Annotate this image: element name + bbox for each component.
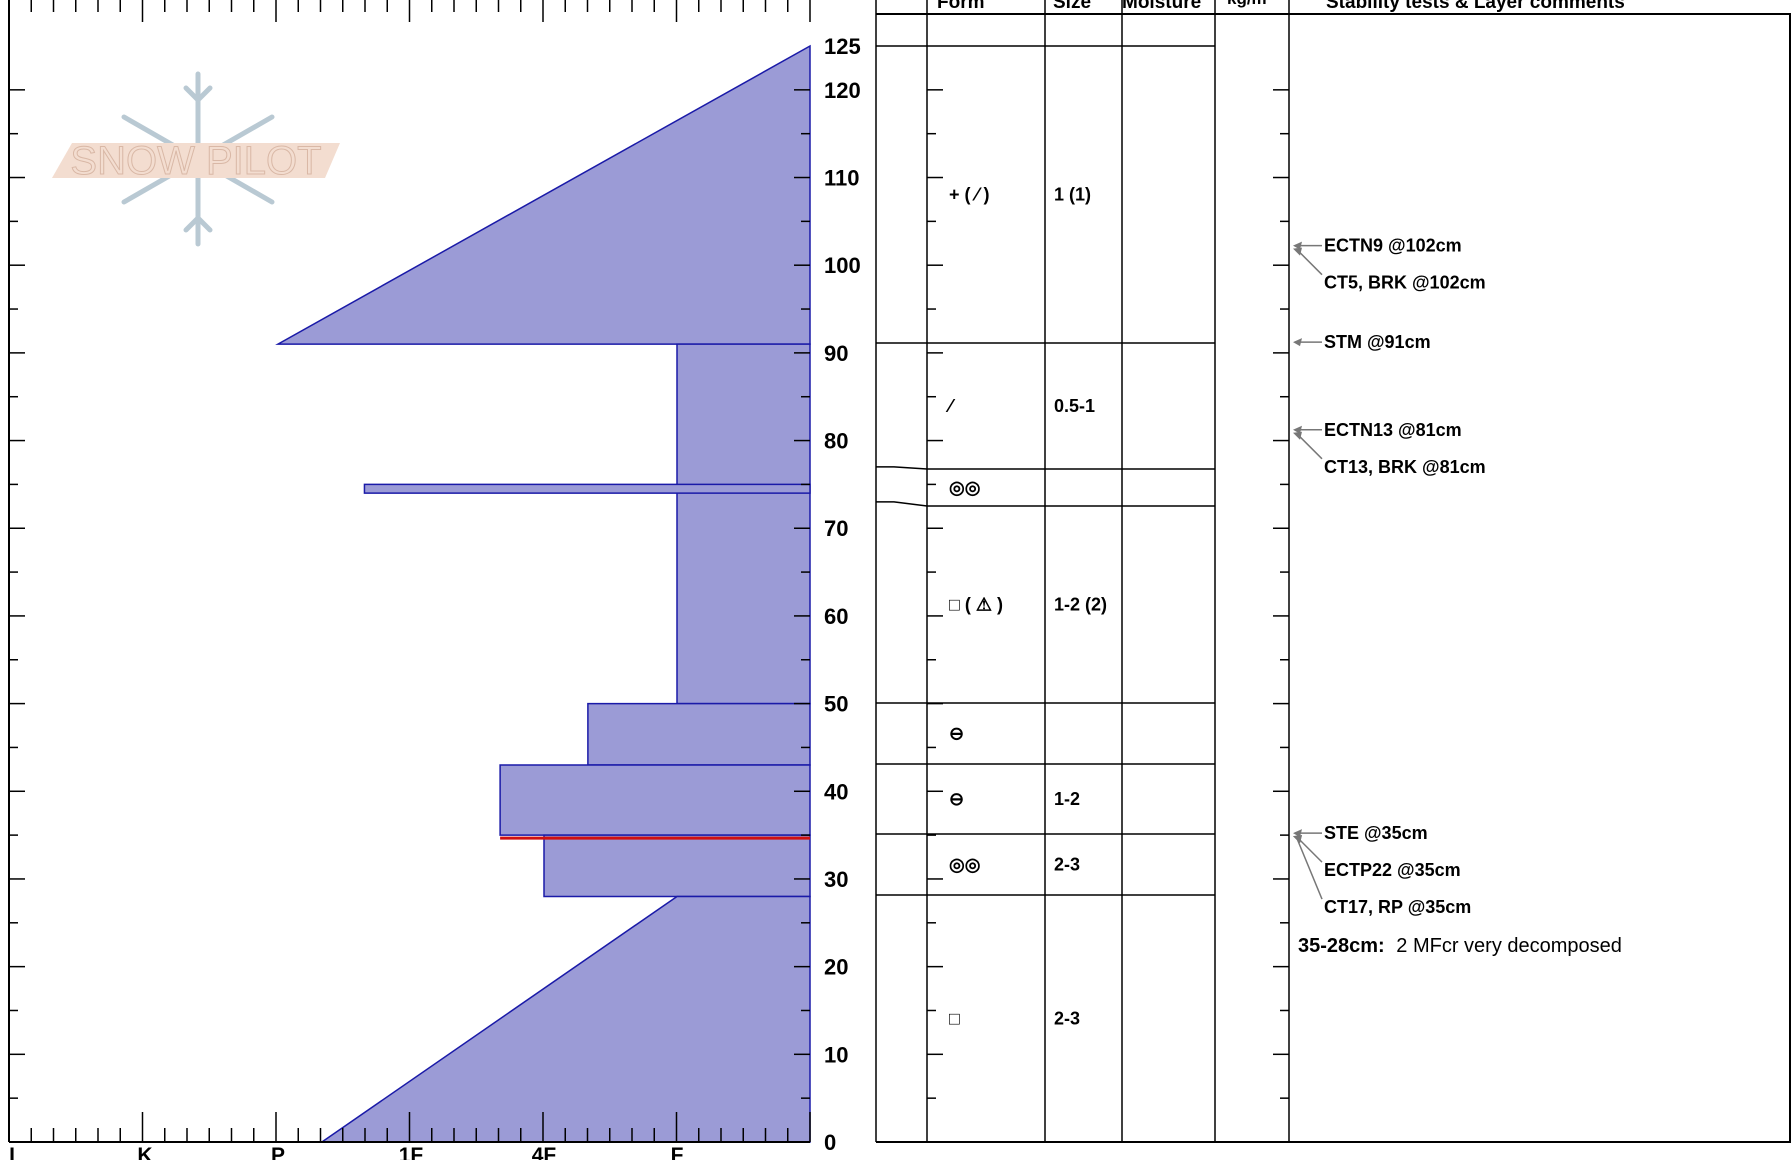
layer-comment: 35-28cm: 2 MFcr very decomposed xyxy=(1298,935,1622,957)
stability-test-81-1: CT13, BRK @81cm xyxy=(1324,457,1486,477)
stability-test-81-0: ECTN13 @81cm xyxy=(1324,420,1462,440)
y-tick-label-50: 50 xyxy=(824,692,848,717)
y-axis-labels: 0 10 20 30 40 50 60 70 80 90 100 110 120 125 xyxy=(824,34,861,1155)
logo-banner xyxy=(52,143,340,178)
grain-size-2: 0.5-1 xyxy=(1054,396,1095,416)
y-tick-label-30: 30 xyxy=(824,867,848,892)
x-tick-label-F: F xyxy=(671,1144,684,1160)
header-comments: Stability tests & Layer comments xyxy=(1326,0,1625,13)
stability-test-102-1: CT5, BRK @102cm xyxy=(1324,273,1486,293)
y-tick-label-0: 0 xyxy=(824,1130,836,1155)
grain-form-8: □ xyxy=(949,1009,960,1029)
hardness-layer-1 xyxy=(275,44,811,345)
layer-table-cells: + ( ⁄ ) 1 (1) ⁄ 0.5-1 ◎◎ □ ( ⚠ ) 1-2 (2) ⊖ ⊖ 1-2 ◎… xyxy=(945,185,1107,1029)
grain-form-2: ⁄ xyxy=(945,396,956,416)
x-tick-label-4F: 4F xyxy=(532,1144,557,1160)
x-axis-top-ticks xyxy=(8,0,811,22)
layer-comment-text: 2 MFcr very decomposed xyxy=(1396,935,1622,957)
header-moisture: Moisture xyxy=(1122,0,1201,13)
y-tick-label-70: 70 xyxy=(824,516,848,541)
layer-table-grid xyxy=(875,0,1791,1143)
grain-form-7: ◎◎ xyxy=(949,855,981,875)
table-header: Form Size Moisture kg/m Stability tests … xyxy=(937,0,1625,13)
y-tick-label-80: 80 xyxy=(824,429,848,454)
hardness-layer-2 xyxy=(676,343,811,705)
stability-test-35-1: ECTP22 @35cm xyxy=(1324,860,1461,880)
grain-size-6: 1-2 xyxy=(1054,789,1080,809)
header-size: Size xyxy=(1053,0,1091,13)
grain-form-5: ⊖ xyxy=(949,724,964,744)
hardness-layer-7 xyxy=(319,895,811,1143)
stability-test-102-0: ECTN9 @102cm xyxy=(1324,236,1462,256)
test-arrow-35-2 xyxy=(1295,835,1323,900)
stability-tests: STE @35cm ECTP22 @35cm CT17, RP @35cm ECTN1… xyxy=(1293,236,1486,917)
stability-test-91-0: STM @91cm xyxy=(1324,332,1431,352)
grain-form-1: + ( ⁄ ) xyxy=(949,185,990,205)
x-tick-label-I: I xyxy=(9,1144,15,1160)
arrowhead-81-1 xyxy=(1293,431,1302,440)
arrowhead-35-0 xyxy=(1293,829,1302,838)
y-tick-label-40: 40 xyxy=(824,779,848,804)
layer-boundary-3 xyxy=(876,501,1215,507)
grain-size-4: 1-2 (2) xyxy=(1054,595,1107,615)
stability-test-35-2: CT17, RP @35cm xyxy=(1324,897,1471,917)
svg-text:35-28cm: 2 MFcr very dec: 35-28cm: 2 MFcr very decomposed xyxy=(1298,935,1622,957)
y-tick-label-60: 60 xyxy=(824,604,848,629)
x-tick-label-1F: 1F xyxy=(399,1144,424,1160)
grain-size-7: 2-3 xyxy=(1054,855,1080,875)
header-form: Form xyxy=(937,0,985,13)
stability-test-35-0: STE @35cm xyxy=(1324,823,1428,843)
y-tick-label-100: 100 xyxy=(824,253,861,278)
y-tick-label-10: 10 xyxy=(824,1042,848,1067)
hardness-layer-3 xyxy=(363,483,811,494)
grain-size-8: 2-3 xyxy=(1054,1009,1080,1029)
y-tick-label-110: 110 xyxy=(824,166,860,191)
arrowhead-35-2 xyxy=(1293,835,1302,844)
x-axis-labels: I K P 1F 4F F xyxy=(9,1144,684,1160)
hardness-layer-4 xyxy=(587,702,811,766)
arrowhead-102-0 xyxy=(1293,241,1302,250)
arrowhead-81-0 xyxy=(1293,425,1302,434)
y-tick-label-120: 120 xyxy=(824,78,861,103)
hardness-layer-6 xyxy=(543,834,811,898)
header-density-unit: kg/m xyxy=(1227,0,1267,8)
x-tick-label-K: K xyxy=(137,1144,152,1160)
y-tick-label-90: 90 xyxy=(824,341,848,366)
grain-form-4: □ ( ⚠ ) xyxy=(949,595,1003,615)
hardness-layer-5 xyxy=(499,764,811,836)
y-tick-label-125: 125 xyxy=(824,34,861,59)
grain-size-1: 1 (1) xyxy=(1054,185,1091,205)
logo-text: SNOW PILOT xyxy=(70,139,321,183)
hardness-profile xyxy=(275,44,811,1143)
arrowhead-102-1 xyxy=(1293,247,1302,256)
x-axis-bottom-ticks xyxy=(8,1112,811,1142)
x-tick-label-P: P xyxy=(271,1144,285,1160)
grain-form-3: ◎◎ xyxy=(949,478,981,498)
layer-boundary-2 xyxy=(876,466,1215,470)
snow-pilot-logo: SNOW PILOT xyxy=(52,71,340,247)
grain-form-6: ⊖ xyxy=(949,789,964,809)
arrowhead-91-0 xyxy=(1293,338,1302,347)
layer-comment-range: 35-28cm: xyxy=(1298,935,1385,957)
y-tick-label-20: 20 xyxy=(824,955,848,980)
y-axis-left-ticks xyxy=(9,89,1289,1143)
